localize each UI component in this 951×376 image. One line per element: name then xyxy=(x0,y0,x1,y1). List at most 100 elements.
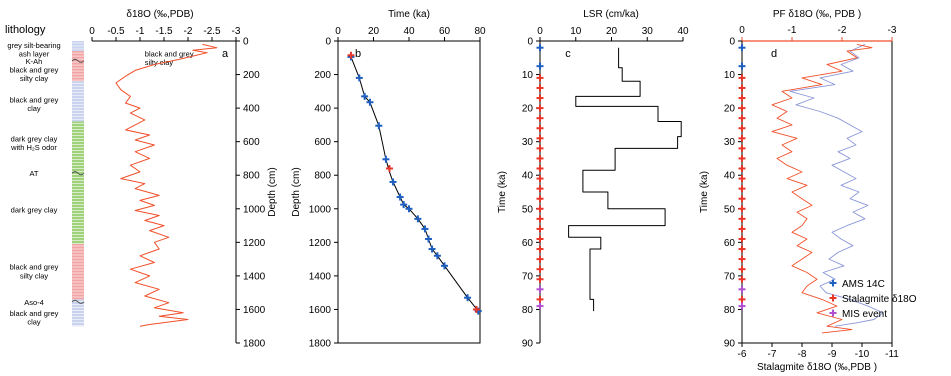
ams14c-marker xyxy=(389,178,397,186)
stalagmite-marker xyxy=(536,74,544,82)
mis-marker xyxy=(738,302,746,310)
ams14c-marker xyxy=(421,225,429,233)
panel-c-x-title: LSR (cm/ka) xyxy=(583,9,639,20)
lithology-label: black and grey xyxy=(10,309,59,318)
panel-a-y-axis-tick-label: 1200 xyxy=(243,238,266,249)
panel-c-y-axis-tick-label: 90 xyxy=(522,339,534,350)
stalagmite-marker xyxy=(738,275,746,283)
ams14c-marker xyxy=(425,235,433,243)
panel-c-y-axis-tick-label: 80 xyxy=(522,305,534,316)
mis-marker xyxy=(536,285,544,293)
panel-b-y-title: Depth (cm) xyxy=(291,167,302,216)
lithology-label: dark grey clay xyxy=(11,134,58,143)
panel-b-y-axis-tick-label: 1600 xyxy=(309,305,332,316)
panel-b-y-axis-tick-label: 800 xyxy=(314,171,331,182)
panel-a-y-axis-tick-label: 1000 xyxy=(243,204,266,215)
panel-a-x-axis-tick-label: -2 xyxy=(184,26,193,37)
lithology-label: ash layer xyxy=(19,50,50,59)
ams14c-marker xyxy=(414,215,422,223)
stalagmite-marker xyxy=(738,144,746,152)
legend-mis-marker xyxy=(829,309,837,317)
panel-b-x-title: Time (ka) xyxy=(388,9,430,20)
panel-a-letter: a xyxy=(222,48,229,60)
stalagmite-marker xyxy=(738,74,746,82)
lithology-label: Aso-4 xyxy=(24,298,44,307)
panel-b-x-axis-tick-label: 80 xyxy=(474,26,486,37)
panel-d-letter: d xyxy=(771,48,777,60)
ams14c-marker xyxy=(464,294,472,302)
panel-a-y-title: Depth (cm) xyxy=(267,167,278,216)
panel-c-y-axis-tick-label: 60 xyxy=(522,238,534,249)
stalagmite-marker xyxy=(536,215,544,223)
lithology-label: K-Ah xyxy=(26,57,43,66)
lithology-label: black and grey xyxy=(10,96,59,105)
stalagmite-d18o-line xyxy=(789,43,884,327)
panel-a-y-axis-tick-label: 400 xyxy=(243,104,260,115)
panel-c-x-axis-tick-label: 10 xyxy=(570,26,582,37)
panel-b-x-axis-tick-label: 60 xyxy=(439,26,451,37)
pf-d18o-line xyxy=(771,43,873,334)
panel-a-y-axis-tick-label: 1600 xyxy=(243,305,266,316)
legend-mis-label: MIS event xyxy=(842,309,887,320)
panel-c-x-axis-tick-label: 0 xyxy=(537,26,543,37)
panel-d-bottom-tick-label: -11 xyxy=(885,349,899,360)
lithology-label: dark grey clay xyxy=(11,206,58,215)
stalagmite-marker xyxy=(738,295,746,303)
stalagmite-marker xyxy=(738,114,746,122)
stalagmite-marker xyxy=(536,94,544,102)
panel-c-letter: c xyxy=(565,48,571,60)
stalagmite-marker xyxy=(536,275,544,283)
tephra-layer-mark xyxy=(71,299,85,304)
ams14c-marker xyxy=(405,205,413,213)
ams14c-marker xyxy=(355,74,363,82)
panel-a-x-axis-tick-label: -0.5 xyxy=(107,26,125,37)
stalagmite-marker xyxy=(738,154,746,162)
stalagmite-marker xyxy=(536,225,544,233)
panel-d-bottom-tick-label: -9 xyxy=(828,349,837,360)
lithology-unit xyxy=(72,51,84,82)
panel-d-bottom-tick-label: -7 xyxy=(768,349,777,360)
panel-d-top-tick-label: 0 xyxy=(739,25,745,36)
stalagmite-marker xyxy=(536,124,544,132)
stalagmite-marker xyxy=(536,295,544,303)
stalagmite-marker xyxy=(738,255,746,263)
stalagmite-marker xyxy=(536,245,544,253)
panel-d-top-tick-label: -1 xyxy=(788,25,797,36)
panel-d-y-axis-tick-label: 40 xyxy=(724,171,736,182)
panel-b-y-axis-tick-label: 200 xyxy=(314,70,331,81)
lithology-label: with H₂S odor xyxy=(10,143,57,152)
stalagmite-marker xyxy=(536,175,544,183)
tephra-layer-mark xyxy=(71,171,85,176)
stalagmite-marker xyxy=(738,215,746,223)
stalagmite-marker xyxy=(536,134,544,142)
panel-d-y-axis-tick-label: 90 xyxy=(724,339,736,350)
panel-a-y-axis-tick-label: 800 xyxy=(243,171,260,182)
ams14c-marker xyxy=(433,252,441,260)
panel-b-y-axis-tick-label: 1000 xyxy=(309,204,332,215)
mis-marker xyxy=(536,302,544,310)
panel-a-y-axis-tick-label: 1400 xyxy=(243,271,266,282)
stalagmite-marker xyxy=(738,225,746,233)
lithology-label: black and grey xyxy=(10,263,59,272)
stalagmite-marker xyxy=(536,114,544,122)
legend-stalagmite-label: Stalagmite δ18O xyxy=(842,294,917,305)
panel-b-y-axis-tick-label: 1200 xyxy=(309,238,332,249)
panel-c-y-axis-tick-label: 10 xyxy=(522,70,534,81)
lithology-title: lithology xyxy=(5,24,46,36)
panel-c-x-axis-tick-label: 40 xyxy=(677,26,689,37)
panel-b-letter: b xyxy=(355,48,361,60)
stalagmite-marker xyxy=(536,205,544,213)
legend-ams14c-label: AMS 14C xyxy=(842,279,885,290)
panel-b-y-axis-tick-label: 1400 xyxy=(309,271,332,282)
stalagmite-marker xyxy=(738,165,746,173)
lithology-label: silty clay xyxy=(20,74,49,83)
panel-b-y-axis-tick-label: 0 xyxy=(325,37,331,48)
tephra-layer-mark xyxy=(71,58,85,63)
ams14c-marker xyxy=(400,201,408,209)
panel-d-bottom-tick-label: -8 xyxy=(798,349,807,360)
ams14c-marker xyxy=(396,193,404,201)
stalagmite-marker xyxy=(738,265,746,273)
panel-a-x-axis-tick-label: -1 xyxy=(136,26,145,37)
panel-d-legend: AMS 14C Stalagmite δ18O MIS event xyxy=(829,279,917,320)
